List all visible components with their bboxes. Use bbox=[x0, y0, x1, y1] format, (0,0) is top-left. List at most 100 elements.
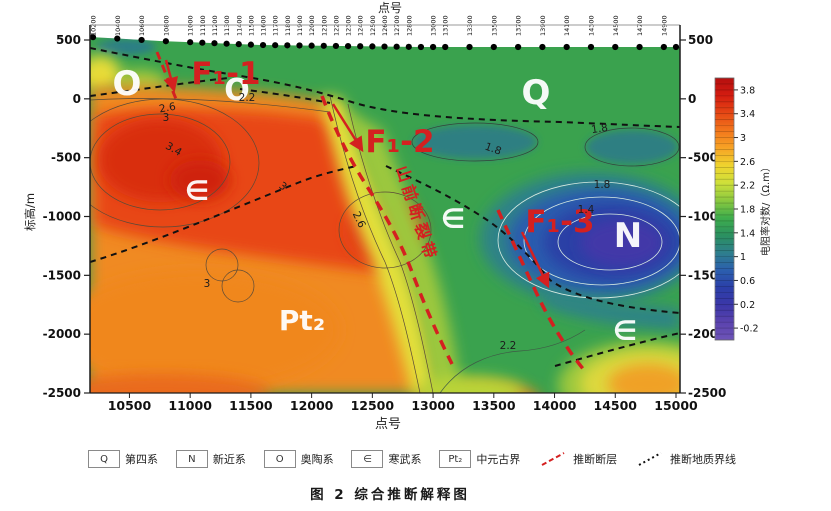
top-axis-tick-label: 12000 bbox=[308, 15, 316, 36]
fault-f1-3-arrow bbox=[520, 231, 550, 289]
top-axis-tick-label: 12200 bbox=[332, 15, 340, 36]
station-dot bbox=[563, 43, 570, 51]
boundary-o-east bbox=[239, 88, 331, 104]
station-dot bbox=[308, 42, 315, 49]
strat-label-∈: ∈ bbox=[185, 176, 209, 207]
fault-label: F₁-3 bbox=[525, 204, 594, 240]
top-axis-tick-label: 11400 bbox=[235, 15, 243, 36]
colorbar-tick-label: 2.6 bbox=[740, 157, 755, 168]
legend-item-label: 奥陶系 bbox=[300, 453, 334, 466]
top-axis-tick-label: 12700 bbox=[393, 15, 401, 36]
top-axis-tick-label: 10800 bbox=[162, 15, 170, 36]
station-dot bbox=[672, 43, 680, 51]
top-axis-tick-label: 11300 bbox=[223, 15, 231, 36]
colorbar-tick-label: 3 bbox=[740, 133, 746, 144]
inferred-boundary-icon bbox=[638, 452, 662, 466]
top-axis-tick-label: 11500 bbox=[247, 15, 255, 36]
top-axis-tick-label: 12100 bbox=[320, 15, 328, 36]
strat-label-pt₂: Pt₂ bbox=[279, 304, 325, 337]
left-axis-tick-label: -2500 bbox=[43, 386, 81, 400]
station-dot bbox=[235, 41, 242, 48]
left-axis-tick-label: -500 bbox=[51, 151, 81, 165]
station-dot bbox=[211, 40, 218, 47]
left-axis-tick-label: 500 bbox=[56, 33, 81, 47]
legend-symbol-box: O bbox=[263, 450, 296, 468]
station-dot bbox=[490, 43, 497, 51]
colorbar-tick-label: -0.2 bbox=[740, 324, 759, 335]
legend-symbol-box: ∈ bbox=[351, 450, 384, 468]
station-dot bbox=[429, 43, 437, 51]
station-dot bbox=[381, 43, 388, 50]
contour-value-label: 2.2 bbox=[239, 92, 256, 104]
contour-value-label: 3 bbox=[204, 278, 211, 290]
left-axis-tick-label: -1500 bbox=[43, 268, 81, 282]
station-dot bbox=[114, 35, 121, 42]
legend-item-pt₂: Pt₂ 中元古界 bbox=[439, 450, 520, 468]
legend-item-label: 推断断层 bbox=[573, 453, 618, 466]
figure-caption: 图 2 综合推断解释图 bbox=[310, 487, 470, 503]
top-axis-tick-label: 11800 bbox=[284, 15, 292, 36]
legend-symbol-box: Pt₂ bbox=[439, 450, 472, 468]
bottom-axis-tick-label: 11500 bbox=[229, 398, 273, 413]
bottom-axis-tick-label: 10500 bbox=[108, 398, 152, 413]
station-dot bbox=[296, 42, 303, 49]
colorbar-tick-label: 3.4 bbox=[740, 109, 755, 120]
station-dot bbox=[636, 43, 643, 51]
strat-label-∈: ∈ bbox=[613, 316, 637, 347]
colorbar-tick-label: 0.6 bbox=[740, 276, 755, 287]
colorbar-tick-label: 0.2 bbox=[740, 300, 755, 311]
top-axis-tick-label: 14300 bbox=[587, 15, 595, 36]
station-dot bbox=[259, 41, 267, 49]
top-axis-tick-label: 14500 bbox=[612, 15, 620, 36]
top-axis-tick-label: 11100 bbox=[199, 15, 207, 36]
station-dot bbox=[320, 42, 327, 49]
inferred-fault-icon bbox=[541, 452, 565, 466]
top-axis-tick-label: 11200 bbox=[211, 15, 219, 36]
station-dot bbox=[405, 43, 412, 50]
right-axis-tick-label: 0 bbox=[688, 92, 696, 106]
station-dot bbox=[162, 38, 169, 45]
legend-item-n: N 新近系 bbox=[175, 450, 246, 468]
contour-value-label: 1.8 bbox=[590, 122, 608, 136]
station-dot bbox=[442, 43, 449, 51]
bottom-axis-tick-label: 12000 bbox=[290, 398, 334, 413]
station-dot bbox=[223, 40, 230, 47]
station-dot bbox=[612, 43, 619, 51]
legend: Q 第四系 N 新近系 O 奥陶系 ∈ 寒武系 Pt₂ 中元古界 推断断层 推断地质界线 bbox=[88, 450, 736, 468]
colorbar-tick-label: 1 bbox=[740, 252, 746, 263]
left-axis-tick-label: -2000 bbox=[43, 327, 81, 341]
legend-item-label: 第四系 bbox=[125, 453, 158, 466]
colorbar-tick-label: 2.2 bbox=[740, 181, 755, 192]
station-dot bbox=[466, 43, 473, 51]
top-axis-tick-label: 12500 bbox=[369, 15, 377, 36]
bottom-axis-tick-label: 14500 bbox=[594, 398, 638, 413]
right-axis-tick-label: -500 bbox=[688, 151, 718, 165]
inferred-geological-boundaries bbox=[90, 47, 680, 367]
colorbar: 电阻率对数/（Ω.m） 3.8 3.4 3 2.6 2.2 1.8 1.4 1 0.6 0.2 -0… bbox=[714, 77, 772, 341]
station-dot bbox=[247, 41, 254, 48]
contour-value-label: 1.8 bbox=[483, 141, 503, 158]
legend-symbol-box: Q bbox=[88, 450, 120, 468]
top-axis-tick-label: 13700 bbox=[515, 15, 523, 36]
contour-value-label: 3 bbox=[163, 112, 170, 124]
bottom-axis-tick-label: 13500 bbox=[472, 398, 516, 413]
legend-item-label: 新近系 bbox=[212, 453, 246, 466]
station-dot bbox=[515, 43, 522, 51]
bottom-axis-tick-label: 15000 bbox=[654, 398, 698, 413]
plot-frame bbox=[89, 24, 681, 394]
legend-item-label: 中元古界 bbox=[476, 453, 521, 466]
bottom-axis-title: 点号 bbox=[375, 417, 401, 432]
station-dot bbox=[187, 39, 194, 46]
boundary-n-base bbox=[385, 165, 680, 314]
boundary-o-wedge bbox=[90, 77, 229, 97]
bottom-axis-tick-label: 11000 bbox=[168, 398, 212, 413]
bottom-axis-tick-label: 13000 bbox=[411, 398, 455, 413]
top-axis-tick-label: 12400 bbox=[357, 15, 365, 36]
fault-f1-2-arrow bbox=[331, 103, 364, 153]
resistivity-field bbox=[90, 37, 680, 393]
left-axis-tick-label: 0 bbox=[73, 92, 81, 106]
legend-item-label: 寒武系 bbox=[388, 453, 422, 466]
top-axis-tick-label: 14700 bbox=[636, 15, 644, 36]
